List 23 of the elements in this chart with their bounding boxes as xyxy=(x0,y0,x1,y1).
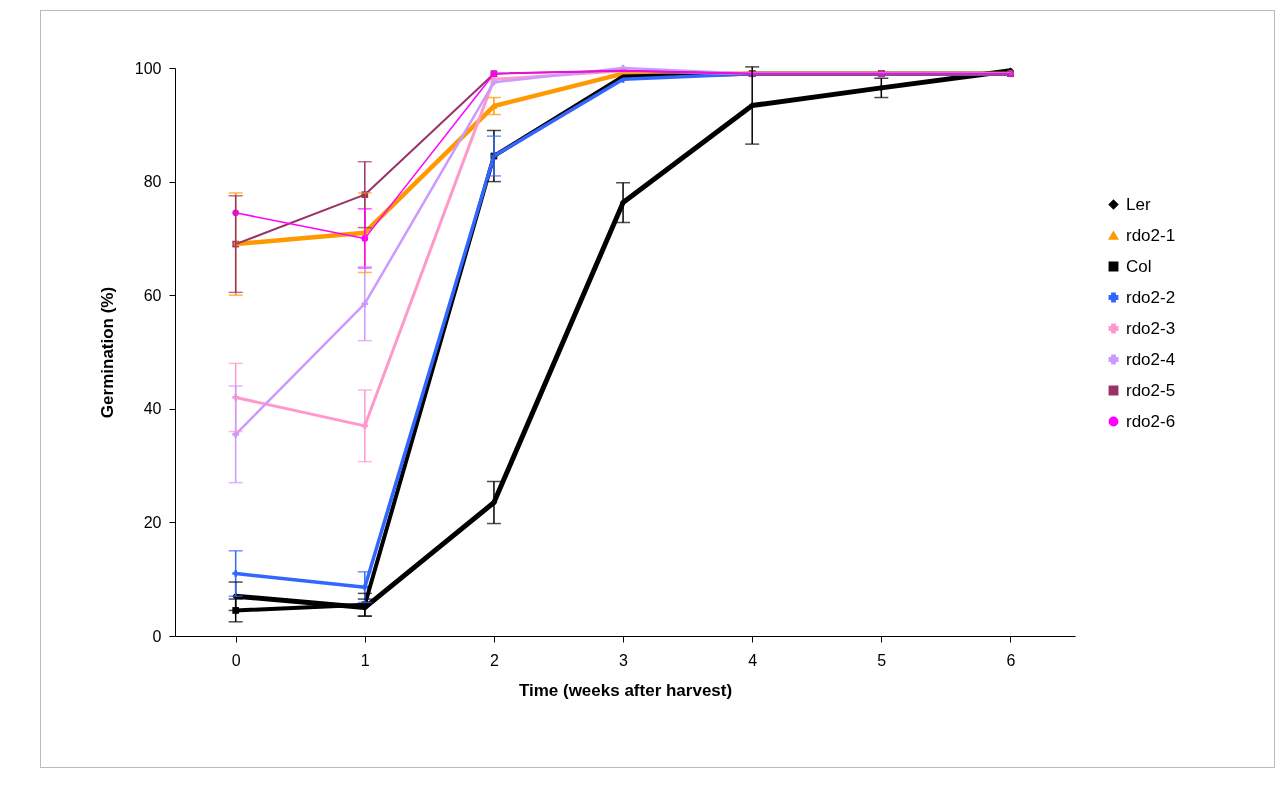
legend-label: Col xyxy=(1126,256,1152,276)
y-tick-label: 80 xyxy=(143,173,162,191)
x-tick-label: 1 xyxy=(360,651,370,669)
legend-label: rdo2-2 xyxy=(1126,287,1176,307)
y-tick-label: 0 xyxy=(152,627,162,645)
legend-label: rdo2-1 xyxy=(1126,225,1176,245)
legend-label: rdo2-5 xyxy=(1126,380,1176,400)
x-tick-label: 0 xyxy=(231,651,241,669)
x-axis-title: Time (weeks after harvest) xyxy=(518,680,733,700)
y-tick-label: 20 xyxy=(143,513,162,531)
x-tick-label: 4 xyxy=(748,651,758,669)
legend-label: rdo2-6 xyxy=(1126,411,1176,431)
x-tick-label: 6 xyxy=(1006,651,1016,669)
x-tick-label: 5 xyxy=(877,651,887,669)
y-tick-label: 40 xyxy=(143,400,162,418)
legend-label: Ler xyxy=(1126,194,1151,214)
y-tick-label: 60 xyxy=(143,286,162,304)
x-tick-label: 3 xyxy=(619,651,629,669)
legend-label: rdo2-4 xyxy=(1126,349,1176,369)
y-axis-title: Germination (%) xyxy=(97,286,117,419)
legend-label: rdo2-3 xyxy=(1126,318,1176,338)
y-tick-label: 100 xyxy=(134,59,162,77)
x-tick-label: 2 xyxy=(489,651,499,669)
